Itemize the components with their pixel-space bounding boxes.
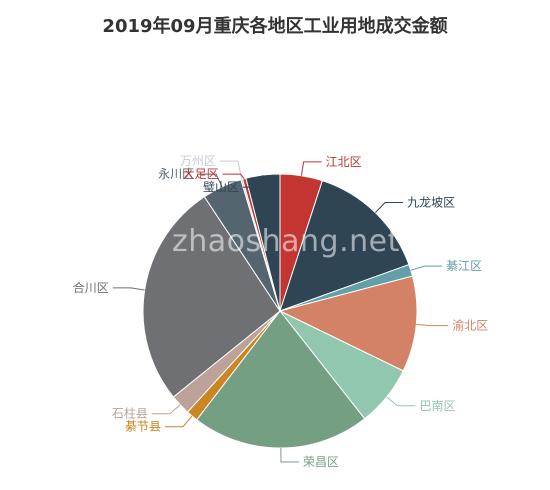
leader-line (198, 173, 223, 188)
slice-label: 綦江区 (446, 259, 482, 273)
pie-slice[interactable] (279, 180, 410, 312)
leader-line (416, 323, 449, 327)
slice-label: 合川区 (73, 280, 109, 295)
leader-line (243, 175, 264, 188)
leader-line (222, 173, 245, 180)
slice-label: 渝北区 (452, 318, 488, 333)
chart-title: 2019年09月重庆各地区工业用地成交金额 (102, 16, 448, 37)
slice-label: 江北区 (326, 155, 362, 169)
leader-line (280, 447, 299, 463)
leader-line (165, 415, 193, 428)
slice-label: 璧山区 (203, 179, 239, 194)
slice-label: 万州区 (180, 154, 216, 168)
leader-line (386, 396, 416, 407)
slice-label: 荣昌区 (303, 455, 339, 469)
leader-line (300, 161, 322, 176)
slice-label: 九龙坡区 (407, 196, 455, 210)
slice-label: 大足区 (183, 167, 219, 181)
leader-line (219, 160, 243, 180)
slice-label: 巴南区 (420, 398, 456, 413)
leader-line (374, 202, 404, 213)
slice-label: 永川区 (158, 167, 194, 181)
pie-slice[interactable] (245, 173, 281, 312)
leader-line (410, 265, 443, 271)
pie-slice[interactable] (196, 310, 366, 449)
slice-label: 石柱县 (112, 406, 148, 421)
leader-line (112, 287, 145, 291)
leader-line (151, 404, 181, 415)
slice-label: 綦节县 (125, 420, 161, 434)
